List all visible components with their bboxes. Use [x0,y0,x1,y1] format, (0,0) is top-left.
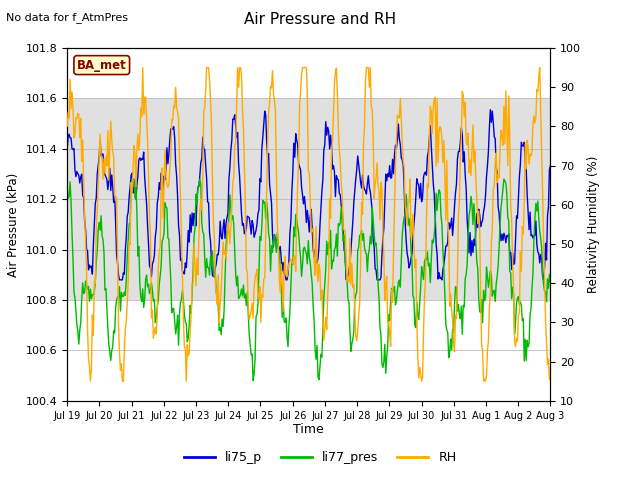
Text: No data for f_AtmPres: No data for f_AtmPres [6,12,129,23]
Bar [67,98,550,300]
Y-axis label: Air Pressure (kPa): Air Pressure (kPa) [7,172,20,276]
X-axis label: Time: Time [293,423,324,436]
Legend: li75_p, li77_pres, RH: li75_p, li77_pres, RH [179,446,461,469]
Y-axis label: Relativity Humidity (%): Relativity Humidity (%) [587,156,600,293]
Text: Air Pressure and RH: Air Pressure and RH [244,12,396,27]
Text: BA_met: BA_met [77,59,127,72]
